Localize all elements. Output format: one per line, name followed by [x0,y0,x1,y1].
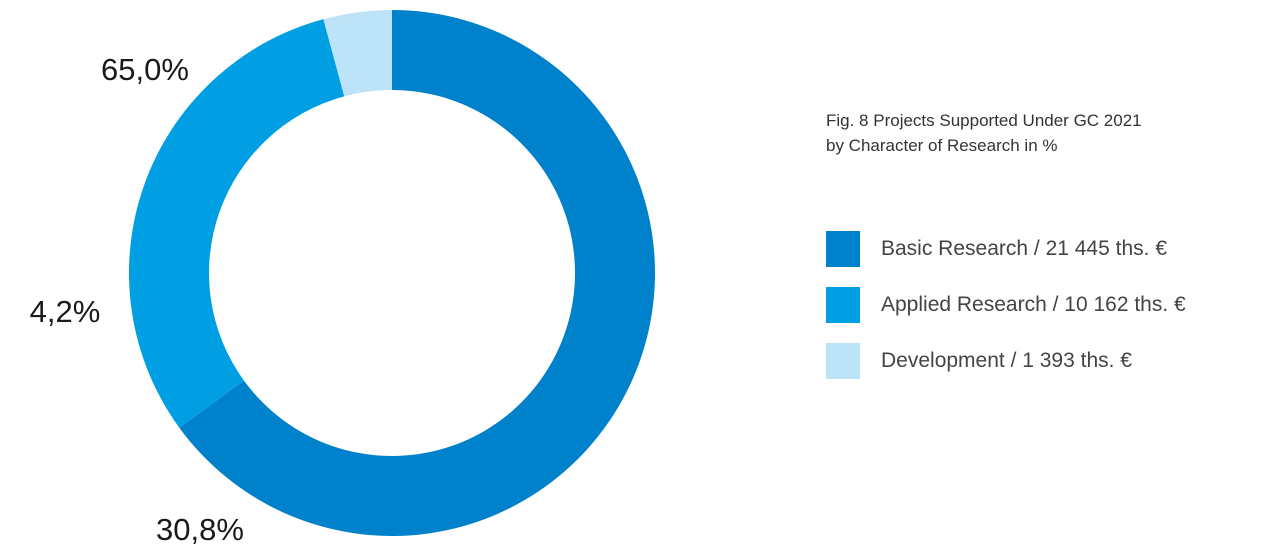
legend-item-applied-research: Applied Research / 10 162 ths. € [826,287,1186,323]
legend: Basic Research / 21 445 ths. € Applied R… [826,231,1186,399]
value-label-development: 4,2% [30,294,101,329]
legend-swatch-development [826,343,860,379]
slice-development [323,10,392,97]
value-label-basic-research: 65,0% [101,52,189,87]
legend-label-basic-research: Basic Research / 21 445 ths. € [881,237,1167,260]
legend-item-development: Development / 1 393 ths. € [826,343,1186,379]
slice-basic-research [179,10,656,536]
donut-chart: 65,0% 30,8% 4,2% [30,10,656,545]
chart-title: Fig. 8 Projects Supported Under GC 2021 … [826,108,1271,158]
legend-item-basic-research: Basic Research / 21 445 ths. € [826,231,1186,267]
chart-title-line-1: Fig. 8 Projects Supported Under GC 2021 [826,111,1142,130]
legend-label-applied-research: Applied Research / 10 162 ths. € [881,293,1186,316]
legend-swatch-applied-research [826,287,860,323]
legend-swatch-basic-research [826,231,860,267]
chart-title-line-2: by Character of Research in % [826,136,1058,155]
value-label-applied-research: 30,8% [156,512,244,545]
slice-applied-research [128,19,345,428]
legend-label-development: Development / 1 393 ths. € [881,349,1132,372]
